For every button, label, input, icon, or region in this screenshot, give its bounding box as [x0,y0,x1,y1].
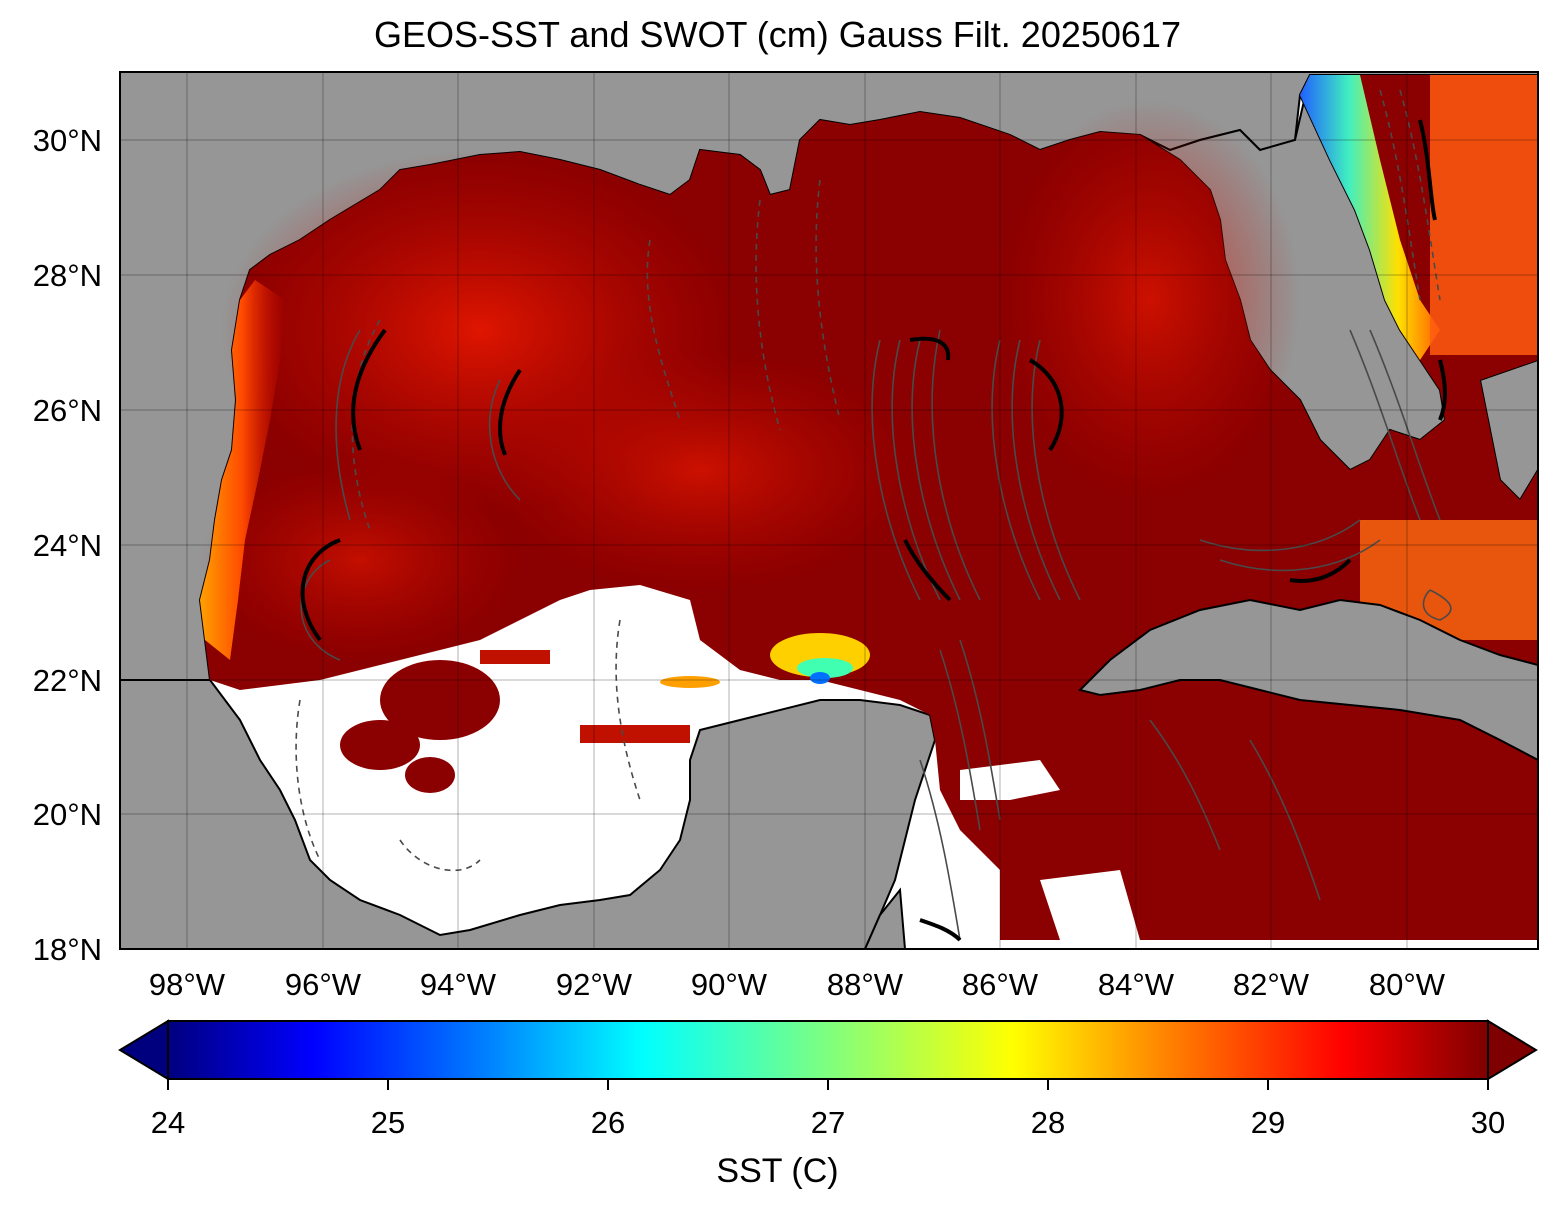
lon-tick-label: 96°W [285,967,362,1002]
lon-tick-label: 84°W [1098,967,1175,1002]
lon-axis: 98°W 96°W 94°W 92°W 90°W 88°W 86°W 84°W … [149,967,1446,1002]
lon-tick-label: 94°W [420,967,497,1002]
colorbar-tick-label: 28 [1031,1105,1065,1140]
lat-tick-label: 24°N [33,528,102,563]
colorbar-tick-label: 26 [591,1105,625,1140]
lat-tick-label: 18°N [33,932,102,967]
lat-axis: 30°N 28°N 26°N 24°N 22°N 20°N 18°N [33,123,102,967]
colorbar-tick-label: 24 [151,1105,185,1140]
cuba-overlay [1078,598,1538,762]
map-panel [120,72,1538,949]
lon-tick-label: 90°W [691,967,768,1002]
lat-tick-label: 30°N [33,123,102,158]
colorbar-gradient [167,1020,1489,1080]
colorbar-label: SST (C) [716,1152,839,1190]
sw-patch-4 [580,725,690,743]
graticule [120,72,1538,949]
lon-tick-label: 86°W [962,967,1039,1002]
atlantic-coastal-gradient [1300,75,1440,360]
colorbar-tick-label: 27 [811,1105,845,1140]
warm-patch-sw [200,460,520,660]
sw-patch-3 [405,757,455,793]
cool-spot-green [797,658,853,678]
sst-field [200,75,1538,940]
atlantic-warm-area [1430,75,1538,355]
sw-patch-1 [380,660,500,740]
caribbean-gap-2 [1040,870,1140,940]
lon-tick-label: 92°W [556,967,633,1002]
warm-patch-ne [1000,100,1300,500]
ssh-contours [295,89,1452,941]
colorbar-tick-label: 30 [1471,1105,1505,1140]
cool-spot-blue [810,672,830,684]
lon-tick-label: 98°W [149,967,226,1002]
warm-patch-center [480,350,920,590]
colorbar-tick-label: 25 [371,1105,405,1140]
colorbar-ticks [167,1079,1489,1090]
colorbar-tick-label: 29 [1251,1105,1285,1140]
lat-tick-label: 22°N [33,663,102,698]
lat-tick-label: 28°N [33,258,102,293]
colorbar-extend-low [118,1019,169,1081]
sw-patch-2 [340,720,420,770]
lat-tick-label: 26°N [33,393,102,428]
lat-tick-label: 20°N [33,797,102,832]
plot-title: GEOS-SST and SWOT (cm) Gauss Filt. 20250… [374,14,1181,55]
colorbar-extend-high [1487,1019,1538,1081]
map-frame [119,71,1539,950]
lon-tick-label: 80°W [1369,967,1446,1002]
zero-contours [300,119,1447,942]
lon-tick-label: 88°W [827,967,904,1002]
lon-tick-label: 82°W [1233,967,1310,1002]
caribbean-gap-1 [960,760,1060,800]
colorbar: 24 25 26 27 28 29 30 [118,1019,1538,1140]
coastal-orange-band [200,280,285,660]
sw-patch-5 [480,650,550,664]
warm-streak [660,676,720,688]
